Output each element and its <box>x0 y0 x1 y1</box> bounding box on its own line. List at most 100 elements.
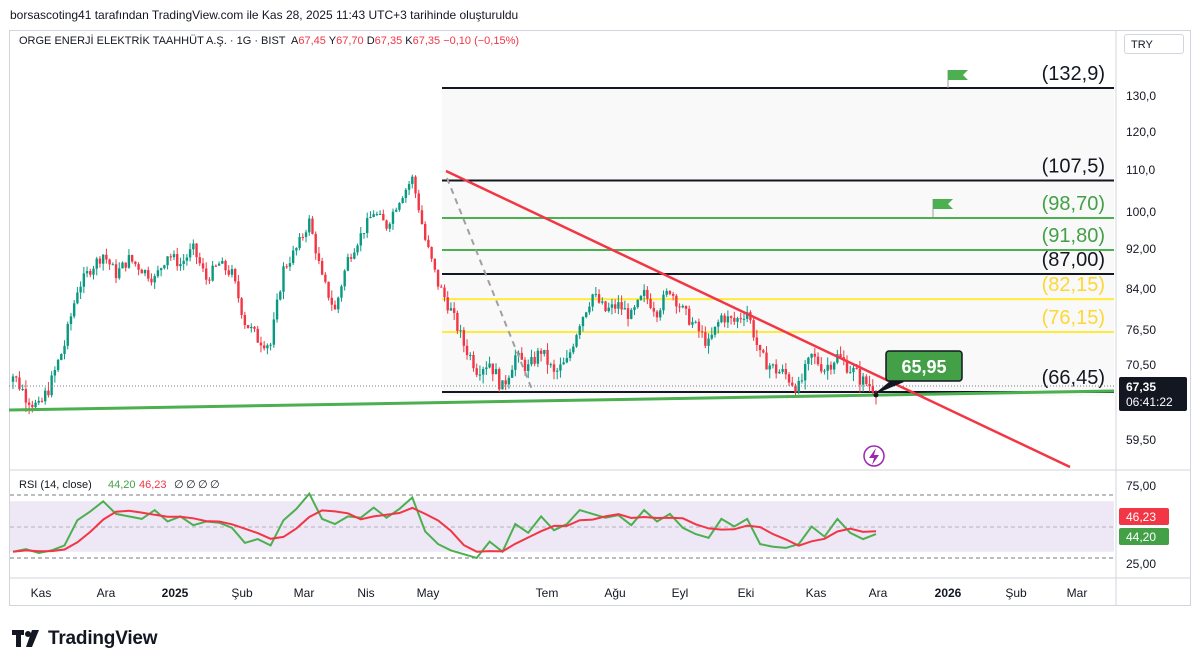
candle-body <box>185 257 189 261</box>
candle-body <box>66 324 69 346</box>
candle-body <box>494 369 498 375</box>
candle-body <box>539 350 543 354</box>
candle-body <box>655 311 659 318</box>
rsi-tick-label: 25,00 <box>1126 557 1156 571</box>
level-label: (91,80) <box>1042 225 1105 247</box>
candle-body <box>15 376 18 378</box>
candle-body <box>601 301 604 303</box>
attribution-text: borsascoting41 tarafından TradingView.co… <box>10 8 519 22</box>
symbol-name[interactable]: ORGE ENERJİ ELEKTRİK TAAHHÜT A.Ş. · 1G ·… <box>19 35 286 47</box>
candle-body <box>546 349 549 365</box>
candle-body <box>124 262 127 268</box>
candle-body <box>717 322 720 327</box>
candle-body <box>501 380 504 390</box>
candle-body <box>275 299 279 320</box>
candle-body <box>262 345 266 349</box>
candle-body <box>562 362 565 365</box>
candle-body <box>465 345 469 356</box>
candle-body <box>330 297 333 305</box>
candle-body <box>668 291 672 294</box>
rsi-empty-value: ∅ <box>198 479 208 491</box>
candle-body <box>778 371 781 374</box>
candle-body <box>794 385 797 393</box>
candle-body <box>282 266 285 292</box>
candle-body <box>713 326 717 335</box>
candle-body <box>279 291 282 300</box>
rsi-ma-badge <box>1119 508 1169 525</box>
candle-body <box>826 364 829 371</box>
time-tick-label: Ağu <box>604 586 625 600</box>
currency-selector[interactable]: TRY <box>1124 34 1184 54</box>
tradingview-logo[interactable]: TradingView <box>12 628 158 650</box>
candle-body <box>768 365 771 370</box>
price-tick-label: 120,0 <box>1126 125 1156 139</box>
candle-body <box>314 233 317 254</box>
candle-body <box>787 374 791 383</box>
candle-body <box>549 364 552 366</box>
candle-body <box>688 308 691 325</box>
rsi-badge <box>1119 528 1169 545</box>
candle-body <box>56 359 60 371</box>
candle-body <box>459 330 462 332</box>
candle-body <box>781 369 784 372</box>
candle-body <box>11 376 15 382</box>
candle-body <box>233 269 237 282</box>
candle-body <box>362 233 366 235</box>
candle-body <box>678 306 681 308</box>
candle-body <box>533 356 536 364</box>
candle-body <box>89 271 92 275</box>
candle-body <box>507 377 511 385</box>
candle-body <box>427 239 430 248</box>
callout-label: 65,95 <box>901 357 946 377</box>
candle-body <box>475 368 478 375</box>
candle-body <box>839 354 842 358</box>
candle-body <box>353 252 356 259</box>
candle-body <box>720 315 723 323</box>
candle-body <box>707 338 710 346</box>
candle-body <box>375 214 379 216</box>
candle-body <box>449 308 453 311</box>
candle-body <box>868 383 871 387</box>
candle-body <box>565 358 569 363</box>
candle-body <box>723 315 726 323</box>
callout-box <box>885 350 963 382</box>
tradingview-wordmark: TradingView <box>48 628 158 649</box>
rsi-legend-value: 44,20 <box>108 479 136 491</box>
candle-body <box>572 346 575 353</box>
candle-body <box>24 389 28 403</box>
candle-body <box>671 293 675 296</box>
candle-body <box>684 305 688 309</box>
level-label: (98,70) <box>1042 193 1105 215</box>
candle-body <box>823 370 826 372</box>
candle-body <box>140 269 144 274</box>
candle-body <box>407 184 411 190</box>
candle-body <box>556 370 559 372</box>
time-tick-label: Şub <box>1005 586 1027 600</box>
candle-body <box>436 269 440 287</box>
candle-body <box>356 245 359 253</box>
candle-body <box>253 326 256 329</box>
candle-body <box>169 256 172 258</box>
candle-body <box>829 364 833 370</box>
candle-body <box>636 299 639 308</box>
high-label: Y <box>328 35 337 47</box>
candle-body <box>736 318 739 322</box>
candle-body <box>662 294 665 311</box>
price-tick-label: 110,0 <box>1126 163 1155 177</box>
candle-body <box>836 354 839 363</box>
candle-body <box>726 316 730 323</box>
open-value: 67,45 <box>298 35 326 47</box>
candle-body <box>114 264 118 279</box>
candle-body <box>639 295 643 300</box>
candle-body <box>221 260 224 264</box>
candle-body <box>130 255 134 262</box>
candle-body <box>304 232 308 237</box>
candle-body <box>317 253 321 261</box>
candle-body <box>343 270 346 287</box>
close-value: 67,35 <box>412 35 441 47</box>
candle-body <box>340 286 343 298</box>
candle-body <box>101 254 105 264</box>
price-tick-label: 100,0 <box>1126 205 1156 219</box>
candle-body <box>446 297 449 311</box>
